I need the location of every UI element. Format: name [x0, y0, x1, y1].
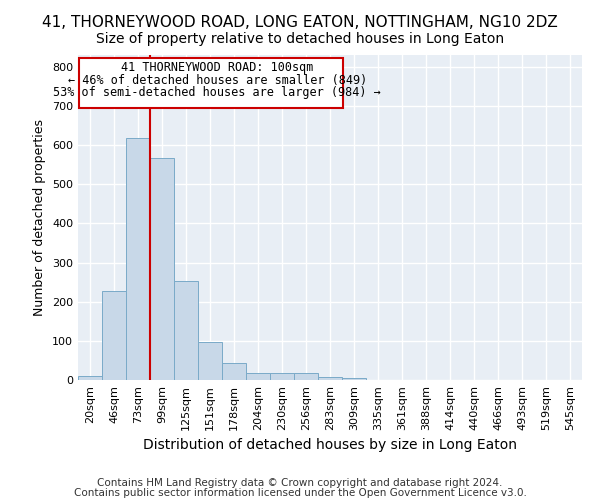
Text: 41, THORNEYWOOD ROAD, LONG EATON, NOTTINGHAM, NG10 2DZ: 41, THORNEYWOOD ROAD, LONG EATON, NOTTIN… [42, 15, 558, 30]
Text: Size of property relative to detached houses in Long Eaton: Size of property relative to detached ho… [96, 32, 504, 46]
Bar [78, 376, 102, 380]
Bar [150, 158, 174, 380]
Bar [342, 378, 366, 380]
Y-axis label: Number of detached properties: Number of detached properties [34, 119, 46, 316]
Text: 53% of semi-detached houses are larger (984) →: 53% of semi-detached houses are larger (… [53, 86, 381, 100]
Bar [126, 138, 150, 380]
Bar [198, 342, 222, 380]
FancyBboxPatch shape [79, 58, 343, 108]
Bar [270, 372, 294, 380]
Bar [294, 373, 318, 380]
Bar [102, 290, 126, 380]
X-axis label: Distribution of detached houses by size in Long Eaton: Distribution of detached houses by size … [143, 438, 517, 452]
Bar [222, 363, 246, 380]
Bar [318, 377, 342, 380]
Text: Contains HM Land Registry data © Crown copyright and database right 2024.: Contains HM Land Registry data © Crown c… [97, 478, 503, 488]
Bar [174, 281, 198, 380]
Bar [246, 372, 270, 380]
Text: 41 THORNEYWOOD ROAD: 100sqm: 41 THORNEYWOOD ROAD: 100sqm [121, 61, 313, 74]
Text: Contains public sector information licensed under the Open Government Licence v3: Contains public sector information licen… [74, 488, 526, 498]
Text: ← 46% of detached houses are smaller (849): ← 46% of detached houses are smaller (84… [68, 74, 367, 87]
